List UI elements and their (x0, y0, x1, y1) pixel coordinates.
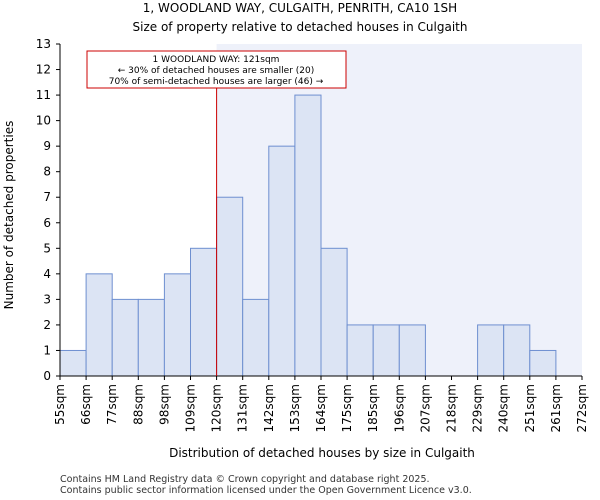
x-tick-label: 109sqm (184, 384, 198, 432)
histogram-bar (372, 324, 400, 377)
histogram-bar (242, 298, 270, 377)
x-tick-label: 272sqm (575, 384, 589, 432)
y-tick-label: 1 (43, 343, 51, 357)
histogram-bar (529, 349, 557, 377)
annotation-line-3: 70% of semi-detached houses are larger (… (109, 77, 324, 87)
y-tick-label: 3 (43, 292, 51, 306)
x-tick-label: 218sqm (445, 384, 459, 432)
y-tick-label: 12 (36, 63, 51, 77)
y-tick-label: 9 (43, 139, 51, 153)
chart-title-line1: 1, WOODLAND WAY, CULGAITH, PENRITH, CA10… (143, 1, 457, 15)
x-tick-label: 120sqm (210, 384, 224, 432)
histogram-bar (268, 145, 296, 377)
x-tick-label: 164sqm (314, 384, 328, 432)
footer-line1: Contains HM Land Registry data © Crown c… (60, 474, 430, 485)
x-tick-label: 240sqm (497, 384, 511, 432)
y-tick-label: 11 (36, 88, 51, 102)
x-tick-label: 142sqm (262, 384, 276, 432)
histogram-bar (346, 324, 374, 377)
x-tick-label: 175sqm (340, 384, 354, 432)
x-tick-label: 77sqm (105, 384, 119, 425)
histogram-bar (294, 94, 322, 377)
x-tick-label: 196sqm (392, 384, 406, 432)
x-axis-label: Distribution of detached houses by size … (169, 446, 475, 460)
y-axis-label: Number of detached properties (2, 121, 16, 310)
annotation-box (86, 50, 347, 89)
histogram-bar (398, 324, 426, 377)
x-tick-label: 207sqm (418, 384, 432, 432)
y-tick-label: 5 (43, 241, 51, 255)
y-tick-label: 13 (36, 37, 51, 51)
y-tick-label: 7 (43, 190, 51, 204)
footer-line2: Contains public sector information licen… (60, 485, 472, 496)
histogram-bar (59, 349, 87, 377)
y-tick-label: 10 (36, 114, 51, 128)
y-tick-label: 6 (43, 216, 51, 230)
x-tick-label: 229sqm (471, 384, 485, 432)
x-tick-label: 66sqm (79, 384, 93, 425)
x-tick-label: 185sqm (366, 384, 380, 432)
annotation-line-2: ← 30% of detached houses are smaller (20… (118, 66, 315, 76)
x-tick-label: 131sqm (236, 384, 250, 432)
histogram-bar (137, 298, 165, 377)
histogram-bar (111, 298, 139, 377)
annotation-line-1: 1 WOODLAND WAY: 121sqm (153, 55, 280, 65)
y-tick-label: 4 (43, 267, 51, 281)
y-tick-label: 8 (43, 165, 51, 179)
histogram-bar (163, 273, 191, 377)
histogram-bar (190, 247, 218, 377)
histogram-bar (477, 324, 505, 377)
histogram-bar (216, 196, 244, 377)
x-tick-label: 55sqm (53, 384, 67, 425)
histogram-bar (85, 273, 113, 377)
y-tick-label: 2 (43, 318, 51, 332)
histogram-bar (503, 324, 531, 377)
x-tick-label: 261sqm (549, 384, 563, 432)
x-tick-label: 251sqm (523, 384, 537, 432)
chart-title-line2: Size of property relative to detached ho… (133, 20, 468, 34)
x-tick-label: 98sqm (157, 384, 171, 425)
x-tick-label: 88sqm (131, 384, 145, 425)
histogram-bar (320, 247, 348, 377)
y-tick-label: 0 (43, 369, 51, 383)
x-tick-label: 153sqm (288, 384, 302, 432)
